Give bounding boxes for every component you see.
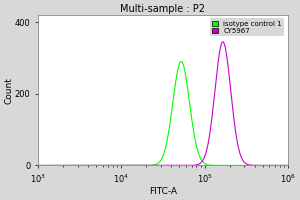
Title: Multi-sample : P2: Multi-sample : P2 [120,4,206,14]
X-axis label: FITC-A: FITC-A [149,187,177,196]
Legend: isotype control 1, CY5967: isotype control 1, CY5967 [210,18,284,36]
Y-axis label: Count: Count [4,77,13,104]
